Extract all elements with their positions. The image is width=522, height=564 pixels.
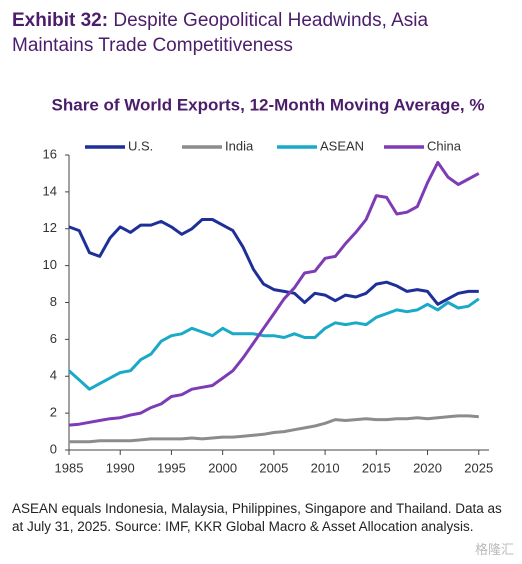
x-tick-label: 1985 [55,460,84,475]
x-tick-label: 2015 [362,460,391,475]
y-tick-label: 6 [50,331,57,346]
x-tick-label: 2020 [413,460,442,475]
x-tick-label: 2005 [259,460,288,475]
x-tick-label: 2025 [464,460,493,475]
y-tick-label: 0 [50,441,57,456]
footnote: ASEAN equals Indonesia, Malaysia, Philip… [12,501,502,534]
series-line [67,297,480,391]
x-tick-label: 2010 [311,460,340,475]
y-tick-label: 8 [50,294,57,309]
y-tick-label: 14 [43,183,57,198]
x-tick-label: 2000 [208,460,237,475]
series-line [69,414,479,444]
legend-label: ASEAN [320,138,364,153]
y-tick-label: 2 [50,405,57,420]
x-tick-label: 1990 [106,460,135,475]
heading: Exhibit 32: Despite Geopolitical Headwin… [12,8,512,58]
exhibit-title: Despite Geopolitical Headwinds, Asia Mai… [12,10,429,56]
x-tick-label: 1995 [157,460,186,475]
watermark: 格隆汇 [474,542,514,557]
y-tick-label: 10 [43,257,57,272]
legend-label: China [427,138,462,153]
y-tick-label: 12 [43,220,57,235]
y-tick-label: 16 [43,146,57,161]
series-line [68,160,480,427]
series-line [68,218,479,306]
chart: Share of World Exports, 12-Month Moving … [43,95,494,475]
chart-title: Share of World Exports, 12-Month Moving … [52,95,485,114]
y-tick-label: 4 [50,368,57,383]
exhibit-label: Exhibit 32: [12,10,109,31]
legend-label: India [225,138,254,153]
legend-label: U.S. [128,138,153,153]
